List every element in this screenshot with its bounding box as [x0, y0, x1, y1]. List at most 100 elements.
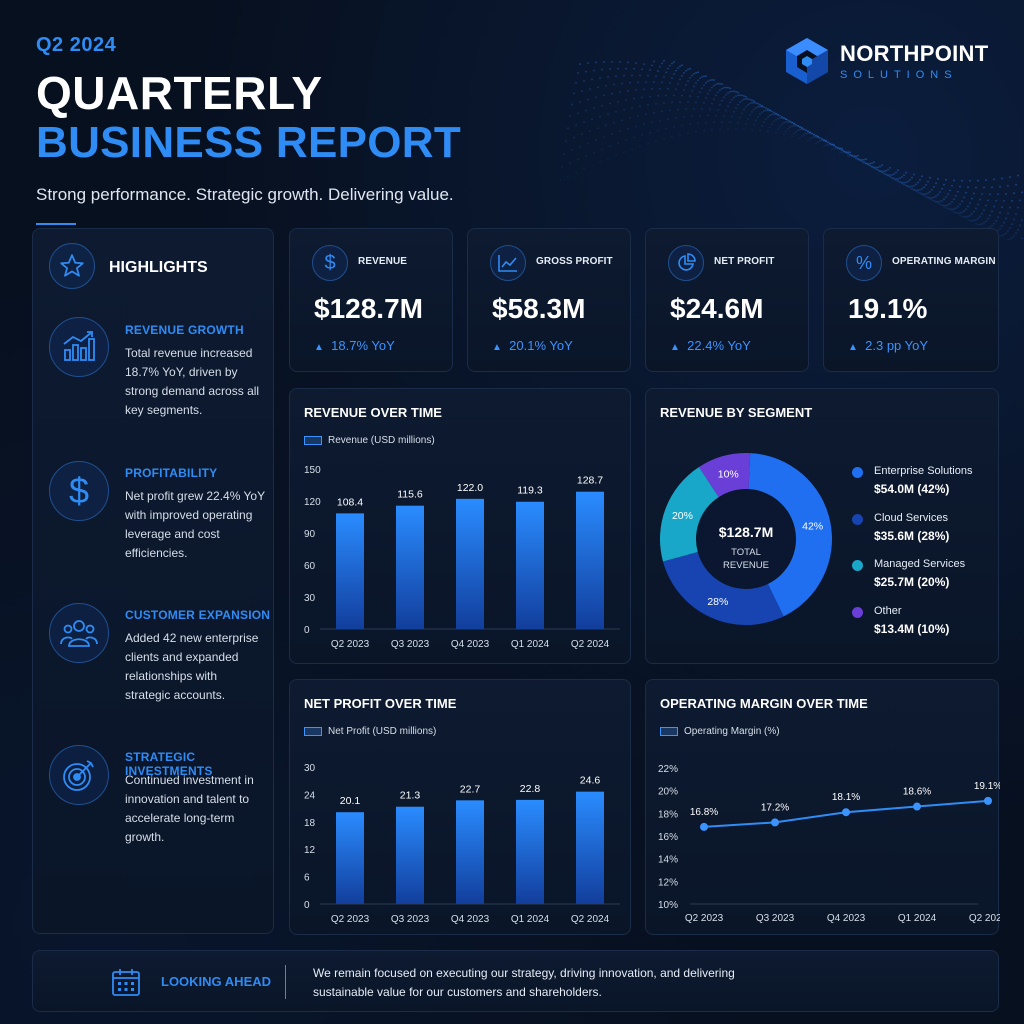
- segment-name: Cloud Services: [874, 512, 948, 524]
- highlight-text-revenue-growth: Total revenue increased 18.7% YoY, drive…: [125, 346, 260, 417]
- segment-amount: $54.0M (42%): [874, 482, 950, 496]
- x-tick-label: Q1 2024: [511, 914, 550, 925]
- x-tick-label: Q2 2023: [331, 639, 370, 650]
- target-icon: [49, 745, 109, 805]
- hexagon-logo-icon: [786, 38, 828, 84]
- data-point: [842, 808, 850, 817]
- x-tick-label: Q2 2024: [571, 914, 610, 925]
- netprofit-chart-panel: NET PROFIT OVER TIME Net Profit (USD mil…: [289, 679, 631, 935]
- y-tick-label: 0: [304, 625, 310, 636]
- bar: [516, 799, 544, 904]
- kpi-delta-text: 20.1% YoY: [509, 338, 573, 353]
- segment-amount: $13.4M (10%): [874, 622, 950, 636]
- y-tick-label: 22%: [658, 764, 678, 775]
- highlight-title-customer-expansion: CUSTOMER EXPANSION: [125, 608, 271, 622]
- kpi-delta-text: 18.7% YoY: [331, 338, 395, 353]
- looking-ahead-text: We remain focused on executing our strat…: [313, 966, 735, 999]
- legend-dot: [852, 607, 863, 618]
- y-tick-label: 24: [304, 790, 316, 801]
- kpi-label: REVENUE: [358, 256, 408, 267]
- legend-swatch: [660, 727, 678, 736]
- up-triangle-icon: ▲: [492, 342, 502, 353]
- slice-label: 42%: [802, 520, 823, 532]
- highlight-title-revenue-growth: REVENUE GROWTH: [125, 323, 244, 337]
- data-label: 128.7: [577, 475, 603, 487]
- slice-label: 10%: [718, 468, 739, 480]
- kpi-value: 19.1%: [848, 293, 928, 324]
- highlights-panel: HIGHLIGHTS REVENUE GROWTH Total revenue …: [32, 228, 274, 934]
- x-tick-label: Q4 2023: [451, 914, 490, 925]
- bar: [456, 498, 484, 629]
- y-tick-label: 150: [304, 465, 321, 476]
- kpi-delta: ▲ 2.3 pp YoY: [848, 338, 928, 353]
- data-label: 122.0: [457, 482, 483, 494]
- segment-name: Enterprise Solutions: [874, 465, 973, 477]
- x-tick-label: Q1 2024: [898, 913, 937, 924]
- page-title-line2: BUSINESS REPORT: [36, 118, 462, 167]
- margin-line-chart: 10% 12% 14% 16% 18% 20% 22% 16.8% Q2 2023 17.2% Q3…: [658, 764, 1000, 924]
- y-tick-label: 120: [304, 497, 321, 508]
- x-tick-label: Q2 2023: [331, 914, 370, 925]
- data-label: 16.8%: [690, 807, 718, 818]
- chart-title: REVENUE OVER TIME: [304, 405, 442, 420]
- looking-ahead-banner: LOOKING AHEAD We remain focused on execu…: [32, 950, 999, 1012]
- y-tick-label: 30: [304, 593, 316, 604]
- chart-title: OPERATING MARGIN OVER TIME: [660, 696, 868, 711]
- chart-legend: Operating Margin (%): [660, 726, 780, 737]
- up-triangle-icon: ▲: [314, 342, 324, 353]
- data-label: 18.6%: [903, 787, 931, 798]
- data-label: 115.6: [397, 489, 423, 501]
- bar: [336, 513, 364, 629]
- slice-label: 28%: [707, 596, 728, 608]
- y-tick-label: 18: [304, 818, 316, 829]
- legend-label: Revenue (USD millions): [328, 435, 435, 446]
- dollar-circle-icon: $: [312, 245, 348, 281]
- x-tick-label: Q3 2023: [391, 914, 430, 925]
- data-label: 119.3: [517, 485, 543, 497]
- segment-name: Managed Services: [874, 558, 966, 570]
- percent-icon: %: [846, 245, 882, 281]
- donut-slice: [748, 453, 832, 617]
- donut-center-label: REVENUE: [723, 560, 769, 571]
- kpi-card-operating-margin: % OPERATING MARGIN 19.1% ▲ 2.3 pp YoY: [823, 228, 999, 372]
- kpi-delta-text: 22.4% YoY: [687, 338, 751, 353]
- kpi-delta: ▲ 18.7% YoY: [314, 338, 395, 353]
- highlight-text-customer-expansion: Added 42 new enterprise clients and expa…: [125, 631, 259, 702]
- legend-dot: [852, 514, 863, 525]
- quarter-label: Q2 2024: [36, 34, 117, 56]
- y-tick-label: 20%: [658, 787, 678, 798]
- segment-name: Other: [874, 605, 902, 617]
- accent-divider: [36, 223, 76, 225]
- donut-center-value: $128.7M: [719, 524, 773, 540]
- legend-label: Net Profit (USD millions): [328, 726, 437, 737]
- bar: [576, 491, 604, 629]
- pie-icon: [668, 245, 704, 281]
- highlight-title-strategic-investments: STRATEGIC INVESTMENTS: [125, 750, 213, 778]
- x-tick-label: Q3 2023: [756, 913, 795, 924]
- report-header: Q2 2024 QUARTERLY BUSINESS REPORT Strong…: [36, 34, 596, 225]
- data-label: 21.3: [400, 790, 421, 802]
- x-tick-label: Q2 2024: [969, 913, 1000, 924]
- revenue-chart-panel: REVENUE OVER TIME Revenue (USD millions)…: [289, 388, 631, 664]
- x-tick-label: Q3 2023: [391, 639, 430, 650]
- chart-legend: Revenue (USD millions): [304, 435, 435, 446]
- company-logo: NORTHPOINT SOLUTIONS: [784, 36, 988, 86]
- y-tick-label: 6: [304, 873, 310, 884]
- y-tick-label: 30: [304, 763, 316, 774]
- kpi-value: $24.6M: [670, 293, 764, 324]
- dotted-wave-decoration: [560, 60, 1023, 240]
- kpi-value: $128.7M: [314, 293, 423, 324]
- legend-swatch: [304, 436, 322, 445]
- kpi-delta: ▲ 20.1% YoY: [492, 338, 573, 353]
- donut-slice: [662, 552, 784, 625]
- kpi-label: NET PROFIT: [714, 256, 775, 267]
- netprofit-bar-chart: 0 6 12 18 24 30 20.1 Q2 2023 21.3 Q3 2023 22.7 Q4 2…: [304, 763, 620, 925]
- data-label: 17.2%: [761, 802, 789, 813]
- data-label: 18.1%: [832, 792, 860, 803]
- y-tick-label: 10%: [658, 900, 678, 911]
- kpi-label: GROSS PROFIT: [536, 256, 613, 267]
- data-label: 20.1: [340, 795, 361, 807]
- slice-label: 20%: [672, 510, 693, 522]
- chart-legend: Net Profit (USD millions): [304, 726, 436, 737]
- donut-hole: [697, 490, 795, 588]
